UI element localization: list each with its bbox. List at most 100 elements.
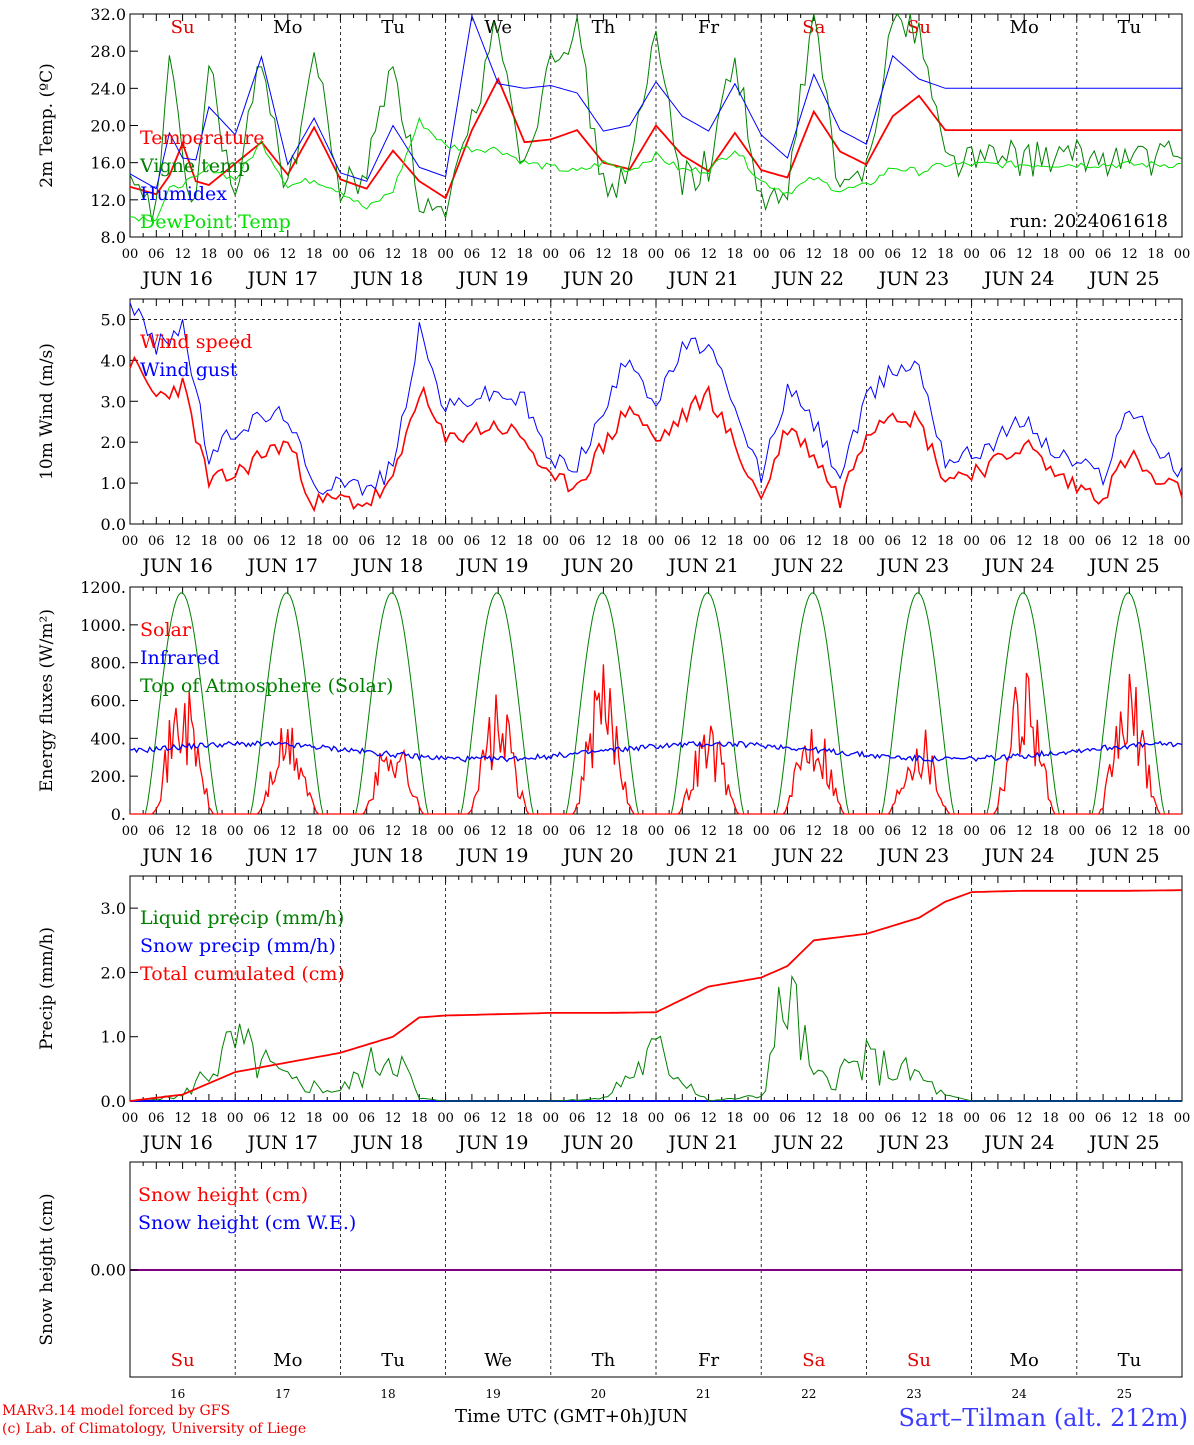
hour-tick-label: 06: [1095, 247, 1112, 262]
day-label: JUN 23: [877, 268, 949, 290]
hour-tick-label: 06: [253, 1111, 270, 1126]
weekday-label-bottom: Sa: [802, 1350, 825, 1371]
hour-tick-label: 18: [1042, 824, 1059, 839]
hour-tick-label: 12: [280, 247, 297, 262]
hour-tick-label: 18: [411, 824, 428, 839]
hour-tick-label: 18: [1042, 247, 1059, 262]
weekday-label-bottom: Su: [171, 1350, 195, 1371]
panel-frame: [129, 298, 1183, 525]
hour-tick-label: 12: [280, 824, 297, 839]
hour-tick-label: 18: [201, 534, 218, 549]
hour-tick-label: 06: [674, 824, 691, 839]
hour-tick-label: 12: [911, 824, 928, 839]
hour-tick-label: 18: [832, 1111, 849, 1126]
hour-tick-label: 06: [990, 534, 1007, 549]
hour-tick-label: 00: [437, 824, 454, 839]
hour-tick-label: 00: [437, 534, 454, 549]
hour-tick-label: 06: [253, 534, 270, 549]
day-number: 17: [275, 1387, 290, 1401]
day-number: 25: [1117, 1387, 1132, 1401]
legend-infrared: Infrared: [140, 647, 220, 669]
hour-tick-label: 06: [884, 1111, 901, 1126]
hour-tick-label: 06: [464, 534, 481, 549]
hour-tick-label: 12: [1016, 1111, 1033, 1126]
day-label: JUN 21: [666, 268, 738, 290]
hour-tick-label: 00: [648, 1111, 665, 1126]
hour-tick-label: 06: [464, 1111, 481, 1126]
hour-tick-label: 12: [700, 824, 717, 839]
hour-tick-label: 18: [306, 824, 323, 839]
day-label: JUN 22: [772, 555, 844, 577]
weekday-label-bottom: Su: [907, 1350, 931, 1371]
day-label: JUN 20: [561, 555, 633, 577]
hour-tick-label: 06: [148, 534, 165, 549]
legend-total-cumulated-cm-: Total cumulated (cm): [140, 963, 345, 985]
day-label: JUN 21: [666, 1132, 738, 1154]
day-label: JUN 23: [877, 1132, 949, 1154]
legend-wind-speed: Wind speed: [140, 331, 252, 353]
weekday-label-bottom: Tu: [1118, 1350, 1142, 1371]
legend-wind-gust: Wind gust: [140, 359, 238, 381]
legend-top-of-atmosphere-solar-: Top of Atmosphere (Solar): [140, 675, 393, 697]
day-label: JUN 18: [351, 555, 423, 577]
hour-tick-label: 00: [963, 247, 980, 262]
y-tick-label: 32.0: [90, 5, 126, 24]
day-label: JUN 23: [877, 555, 949, 577]
hour-tick-label: 12: [806, 824, 823, 839]
hour-tick-label: 06: [464, 247, 481, 262]
hour-tick-label: 18: [1042, 534, 1059, 549]
day-label: JUN 21: [666, 845, 738, 867]
hour-tick-label: 00: [753, 824, 770, 839]
weekday-label-bottom: Th: [592, 1350, 616, 1371]
hour-tick-label: 00: [332, 247, 349, 262]
series-infrared: [129, 740, 1183, 764]
y-tick-label: 0.0: [101, 1092, 126, 1111]
hour-tick-label: 12: [490, 247, 507, 262]
series-dewpoint-temp: [129, 116, 1183, 222]
hour-tick-label: 12: [1121, 1111, 1138, 1126]
series-liquid-precip: [129, 974, 1182, 1102]
hour-tick-label: 00: [227, 247, 244, 262]
hour-tick-label: 06: [990, 1111, 1007, 1126]
hour-tick-label: 18: [1147, 1111, 1164, 1126]
legend-snow-height-cm-: Snow height (cm): [138, 1184, 308, 1206]
y-tick-label: 1.0: [101, 1028, 126, 1047]
y-tick-label: 3.0: [101, 899, 126, 918]
site-label: Sart–Tilman (alt. 212m): [898, 1404, 1188, 1432]
weekday-label-bottom: Mo: [273, 1350, 302, 1371]
hour-tick-label: 18: [411, 1111, 428, 1126]
y-tick-label: 1.0: [101, 474, 126, 493]
hour-tick-label: 18: [727, 534, 744, 549]
hour-tick-label: 18: [1147, 247, 1164, 262]
hour-tick-label: 06: [1095, 824, 1112, 839]
x-axis-title-text: Time UTC (GMT+0h): [455, 1406, 650, 1427]
hour-tick-label: 00: [1174, 534, 1191, 549]
hour-tick-label: 06: [569, 824, 586, 839]
hour-tick-label: 12: [595, 824, 612, 839]
series-wind-speed: [129, 355, 1183, 513]
hour-tick-label: 06: [253, 247, 270, 262]
hour-tick-label: 00: [858, 1111, 875, 1126]
y-tick-label: 200.: [90, 767, 126, 786]
hour-tick-label: 00: [122, 247, 139, 262]
hour-tick-label: 12: [1016, 534, 1033, 549]
hour-tick-label: 00: [227, 824, 244, 839]
day-number: 16: [170, 1387, 185, 1401]
day-label: JUN 24: [982, 268, 1054, 290]
weekday-label: Tu: [381, 17, 405, 38]
hour-tick-label: 06: [779, 247, 796, 262]
y-axis-label: Precip (mm/h): [37, 927, 57, 1050]
y-tick-label: 1200.: [80, 578, 126, 597]
hour-tick-label: 00: [858, 247, 875, 262]
y-tick-label: 400.: [90, 729, 126, 748]
hour-tick-label: 00: [122, 824, 139, 839]
hour-tick-label: 00: [543, 1111, 560, 1126]
hour-tick-label: 12: [595, 1111, 612, 1126]
hour-tick-label: 18: [937, 1111, 954, 1126]
y-tick-label: 3.0: [101, 392, 126, 411]
y-axis-label: Snow height (cm): [37, 1193, 57, 1345]
hour-tick-label: 12: [280, 1111, 297, 1126]
weekday-label-bottom: We: [484, 1350, 512, 1371]
